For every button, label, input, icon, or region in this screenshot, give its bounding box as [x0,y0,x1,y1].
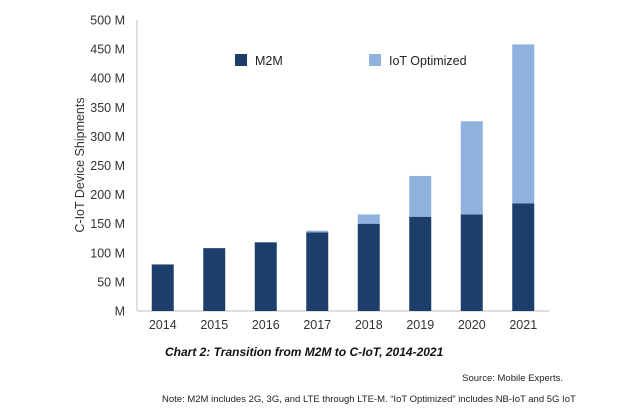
chart-title: Chart 2: Transition from M2M to C-IoT, 2… [165,345,444,359]
x-tick-label: 2019 [406,318,434,332]
y-tick-label: 250 M [90,159,125,173]
chart-note: Note: M2M includes 2G, 3G, and LTE throu… [162,394,576,405]
chart-source: Source: Mobile Experts. [462,373,563,384]
y-tick-label: 100 M [90,246,125,260]
bar-iot-optimized [512,44,535,204]
y-tick-label: 300 M [90,130,125,144]
x-tick-label: 2020 [458,318,486,332]
x-tick-labels: 2014 2015 2016 2017 2018 2019 2020 2021 [149,318,537,332]
legend-label-iot-optimized: IoT Optimized [389,54,467,68]
bar-iot-optimized [306,230,329,233]
bar-m2m [512,203,535,311]
bar-iot-optimized [460,121,483,215]
y-tick-label: 400 M [90,72,125,86]
x-tick-label: 2014 [149,318,177,332]
bar-iot-optimized [357,214,380,224]
y-tick-label: 500 M [90,14,125,28]
y-tick-labels: M 50 M 100 M 150 M 200 M 250 M 300 M 350 M 400 M… [90,14,125,319]
legend-swatch-iot-optimized [369,54,381,66]
x-tick-label: 2016 [252,318,280,332]
x-tick-label: 2015 [200,318,228,332]
bar-m2m [409,216,432,311]
bar-m2m [254,242,277,311]
bars [151,44,535,311]
bar-m2m [460,214,483,311]
legend-label-m2m: M2M [255,54,283,68]
y-tick-label: 50 M [97,275,125,289]
y-tick-label: 350 M [90,101,125,115]
bar-iot-optimized [409,175,432,217]
legend: M2M IoT Optimized [235,54,467,68]
x-tick-label: 2018 [355,318,383,332]
y-axis-label: C-IoT Device Shipments [73,97,87,232]
bar-m2m [306,232,329,311]
legend-swatch-m2m [235,54,247,66]
x-tick-label: 2017 [303,318,331,332]
y-tick-label: 150 M [90,217,125,231]
bar-m2m [151,264,174,311]
bar-m2m [203,248,226,311]
bar-m2m [357,223,380,311]
y-tick-label: M [115,305,125,319]
y-tick-label: 450 M [90,43,125,57]
y-tick-label: 200 M [90,188,125,202]
x-tick-label: 2021 [509,318,537,332]
